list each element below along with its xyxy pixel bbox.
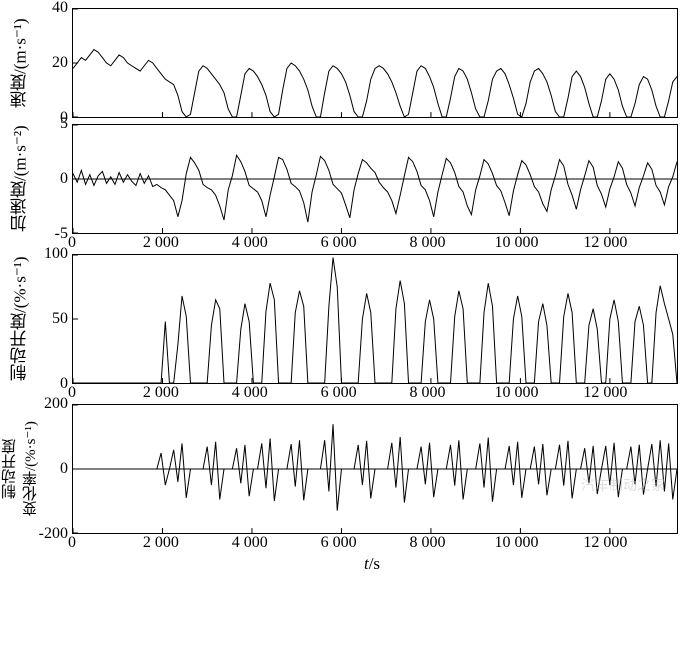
panel-accel: 加速度/(m·s⁻²)-505 [8, 124, 678, 234]
x-tick-label: 10 000 [494, 234, 538, 252]
panel-speed: 速度/(m·s⁻¹)02040 [8, 8, 678, 118]
series-line [73, 155, 677, 222]
y-axis-label-brake: 制动开度/(%·s⁻¹) [8, 254, 32, 384]
x-tick-label: 6 000 [321, 234, 357, 252]
y-axis-label-brake_rate: 制动开度变化率/(%·s⁻¹) [8, 404, 32, 534]
x-tick-label: 10 000 [494, 384, 538, 402]
y-tick-label: 5 [60, 115, 68, 133]
y-tick-label: -5 [55, 225, 68, 243]
y-tick-label: 0 [60, 170, 68, 188]
x-tick-label: 12 000 [583, 234, 627, 252]
x-tick-label: 4 000 [232, 534, 268, 552]
y-tick-label: 0 [60, 460, 68, 478]
plot-area-accel [72, 124, 678, 234]
series-line [73, 258, 677, 383]
x-tick-label: 2 000 [143, 534, 179, 552]
x-ticks-brake: 02 0004 0006 0008 00010 00012 000 [72, 384, 672, 404]
x-tick-label: 8 000 [410, 234, 446, 252]
x-tick-label: 4 000 [232, 384, 268, 402]
x-tick-label: 0 [68, 384, 76, 402]
x-ticks-accel: 02 0004 0006 0008 00010 00012 000 [72, 234, 672, 254]
x-tick-label: 12 000 [583, 534, 627, 552]
y-tick-label: -200 [39, 525, 68, 543]
series-line [73, 424, 677, 510]
plot-area-brake_rate: 汽车制动之家 [72, 404, 678, 534]
y-ticks-brake: 050100 [32, 254, 72, 384]
y-tick-label: 40 [52, 0, 68, 17]
y-ticks-speed: 02040 [32, 8, 72, 118]
y-tick-label: 200 [44, 395, 68, 413]
x-tick-label: 6 000 [321, 534, 357, 552]
x-tick-label: 8 000 [410, 534, 446, 552]
y-tick-label: 20 [52, 54, 68, 72]
x-tick-label: 8 000 [410, 384, 446, 402]
figure-container: 速度/(m·s⁻¹)02040加速度/(m·s⁻²)-50502 0004 00… [8, 8, 678, 574]
x-ticks-brake_rate: 02 0004 0006 0008 00010 00012 000 [72, 534, 672, 554]
y-ticks-accel: -505 [32, 124, 72, 234]
x-axis-label: t/s [72, 554, 672, 574]
plot-area-brake [72, 254, 678, 384]
panel-brake_rate: 制动开度变化率/(%·s⁻¹)-2000200汽车制动之家 [8, 404, 678, 534]
series-line [73, 50, 677, 117]
y-ticks-brake_rate: -2000200 [32, 404, 72, 534]
y-axis-label-accel: 加速度/(m·s⁻²) [8, 124, 32, 234]
x-tick-label: 2 000 [143, 234, 179, 252]
x-tick-label: 10 000 [494, 534, 538, 552]
y-tick-label: 0 [60, 375, 68, 393]
y-tick-label: 50 [52, 310, 68, 328]
x-tick-label: 2 000 [143, 384, 179, 402]
x-tick-label: 0 [68, 534, 76, 552]
x-tick-label: 6 000 [321, 384, 357, 402]
y-axis-label-speed: 速度/(m·s⁻¹) [8, 8, 32, 118]
panel-brake: 制动开度/(%·s⁻¹)050100 [8, 254, 678, 384]
x-tick-label: 4 000 [232, 234, 268, 252]
x-tick-label: 12 000 [583, 384, 627, 402]
y-tick-label: 100 [44, 245, 68, 263]
x-tick-label: 0 [68, 234, 76, 252]
plot-area-speed [72, 8, 678, 118]
